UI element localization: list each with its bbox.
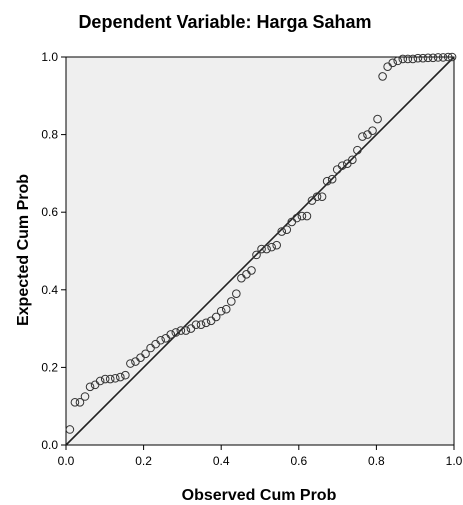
data-point [262, 244, 271, 254]
data-point [403, 54, 413, 64]
x-axis: 0.0 0.2 0.4 0.6 0.8 1.0 [58, 445, 463, 468]
data-point [247, 266, 256, 275]
data-point [398, 54, 408, 64]
data-point [80, 392, 90, 401]
y-tick-label: 0.8 [41, 128, 58, 142]
y-tick-label: 1.0 [41, 50, 58, 64]
data-point [272, 240, 281, 250]
x-tick-label: 0.2 [135, 454, 152, 468]
data-point [337, 161, 347, 170]
data-point [428, 53, 438, 63]
data-point [423, 53, 433, 63]
data-point [317, 192, 327, 201]
data-point [267, 242, 276, 252]
data-point [232, 289, 241, 298]
data-point [171, 328, 181, 337]
x-tick-label: 0.0 [58, 454, 75, 468]
data-point [388, 58, 397, 68]
data-point [196, 320, 206, 330]
data-point [176, 326, 186, 335]
data-point [252, 250, 261, 260]
y-tick-label: 0.6 [41, 205, 58, 219]
x-tick-label: 1.0 [446, 454, 463, 468]
data-point [156, 335, 165, 345]
data-point [121, 370, 130, 380]
data-point [413, 53, 423, 63]
data-point [292, 213, 302, 223]
data-point [70, 398, 80, 407]
y-axis: 0.0 0.2 0.4 0.6 0.8 1.0 [41, 50, 66, 452]
data-point [368, 126, 377, 136]
data-point [141, 349, 150, 359]
data-point [110, 373, 120, 383]
data-point [393, 56, 403, 66]
data-point [105, 374, 115, 384]
x-tick-label: 0.4 [213, 454, 230, 468]
data-point [443, 52, 453, 62]
data-point [447, 52, 457, 62]
y-tick-label: 0.4 [41, 283, 58, 297]
data-point [257, 244, 266, 254]
x-axis-label: Observed Cum Prob [182, 487, 337, 504]
data-point [85, 382, 95, 392]
data-point [297, 211, 307, 221]
data-point [358, 132, 367, 141]
data-point [312, 192, 322, 201]
data-point [282, 225, 292, 234]
x-tick-label: 0.8 [368, 454, 385, 468]
data-point [191, 320, 201, 330]
y-axis-label: Expected Cum Prob [15, 174, 32, 326]
data-point [418, 53, 428, 63]
y-tick-label: 0.0 [41, 438, 58, 452]
data-point [277, 227, 287, 236]
data-point [348, 155, 357, 165]
data-point [322, 176, 332, 186]
chart-title: Dependent Variable: Harga Saham [78, 12, 371, 32]
data-point [378, 72, 387, 81]
data-point [373, 114, 382, 124]
data-point [353, 145, 362, 155]
data-point [327, 174, 337, 184]
reference-line-group [65, 56, 455, 446]
data-point [201, 318, 211, 328]
reference-line [65, 56, 455, 446]
data-point [65, 425, 75, 434]
data-point [433, 53, 443, 62]
data-point [211, 312, 221, 322]
data-point [166, 330, 176, 339]
data-point [438, 53, 448, 62]
data-point [221, 304, 231, 314]
data-point [116, 372, 125, 382]
data-point [408, 54, 418, 64]
data-point [95, 376, 105, 386]
data-point [302, 211, 312, 221]
points-group [65, 52, 457, 434]
x-tick-label: 0.6 [290, 454, 307, 468]
y-tick-label: 0.2 [41, 360, 58, 374]
data-point [100, 374, 110, 384]
data-point [75, 398, 85, 407]
data-point [181, 326, 191, 335]
data-point [226, 297, 236, 306]
data-point [126, 359, 135, 368]
data-point [216, 306, 226, 316]
